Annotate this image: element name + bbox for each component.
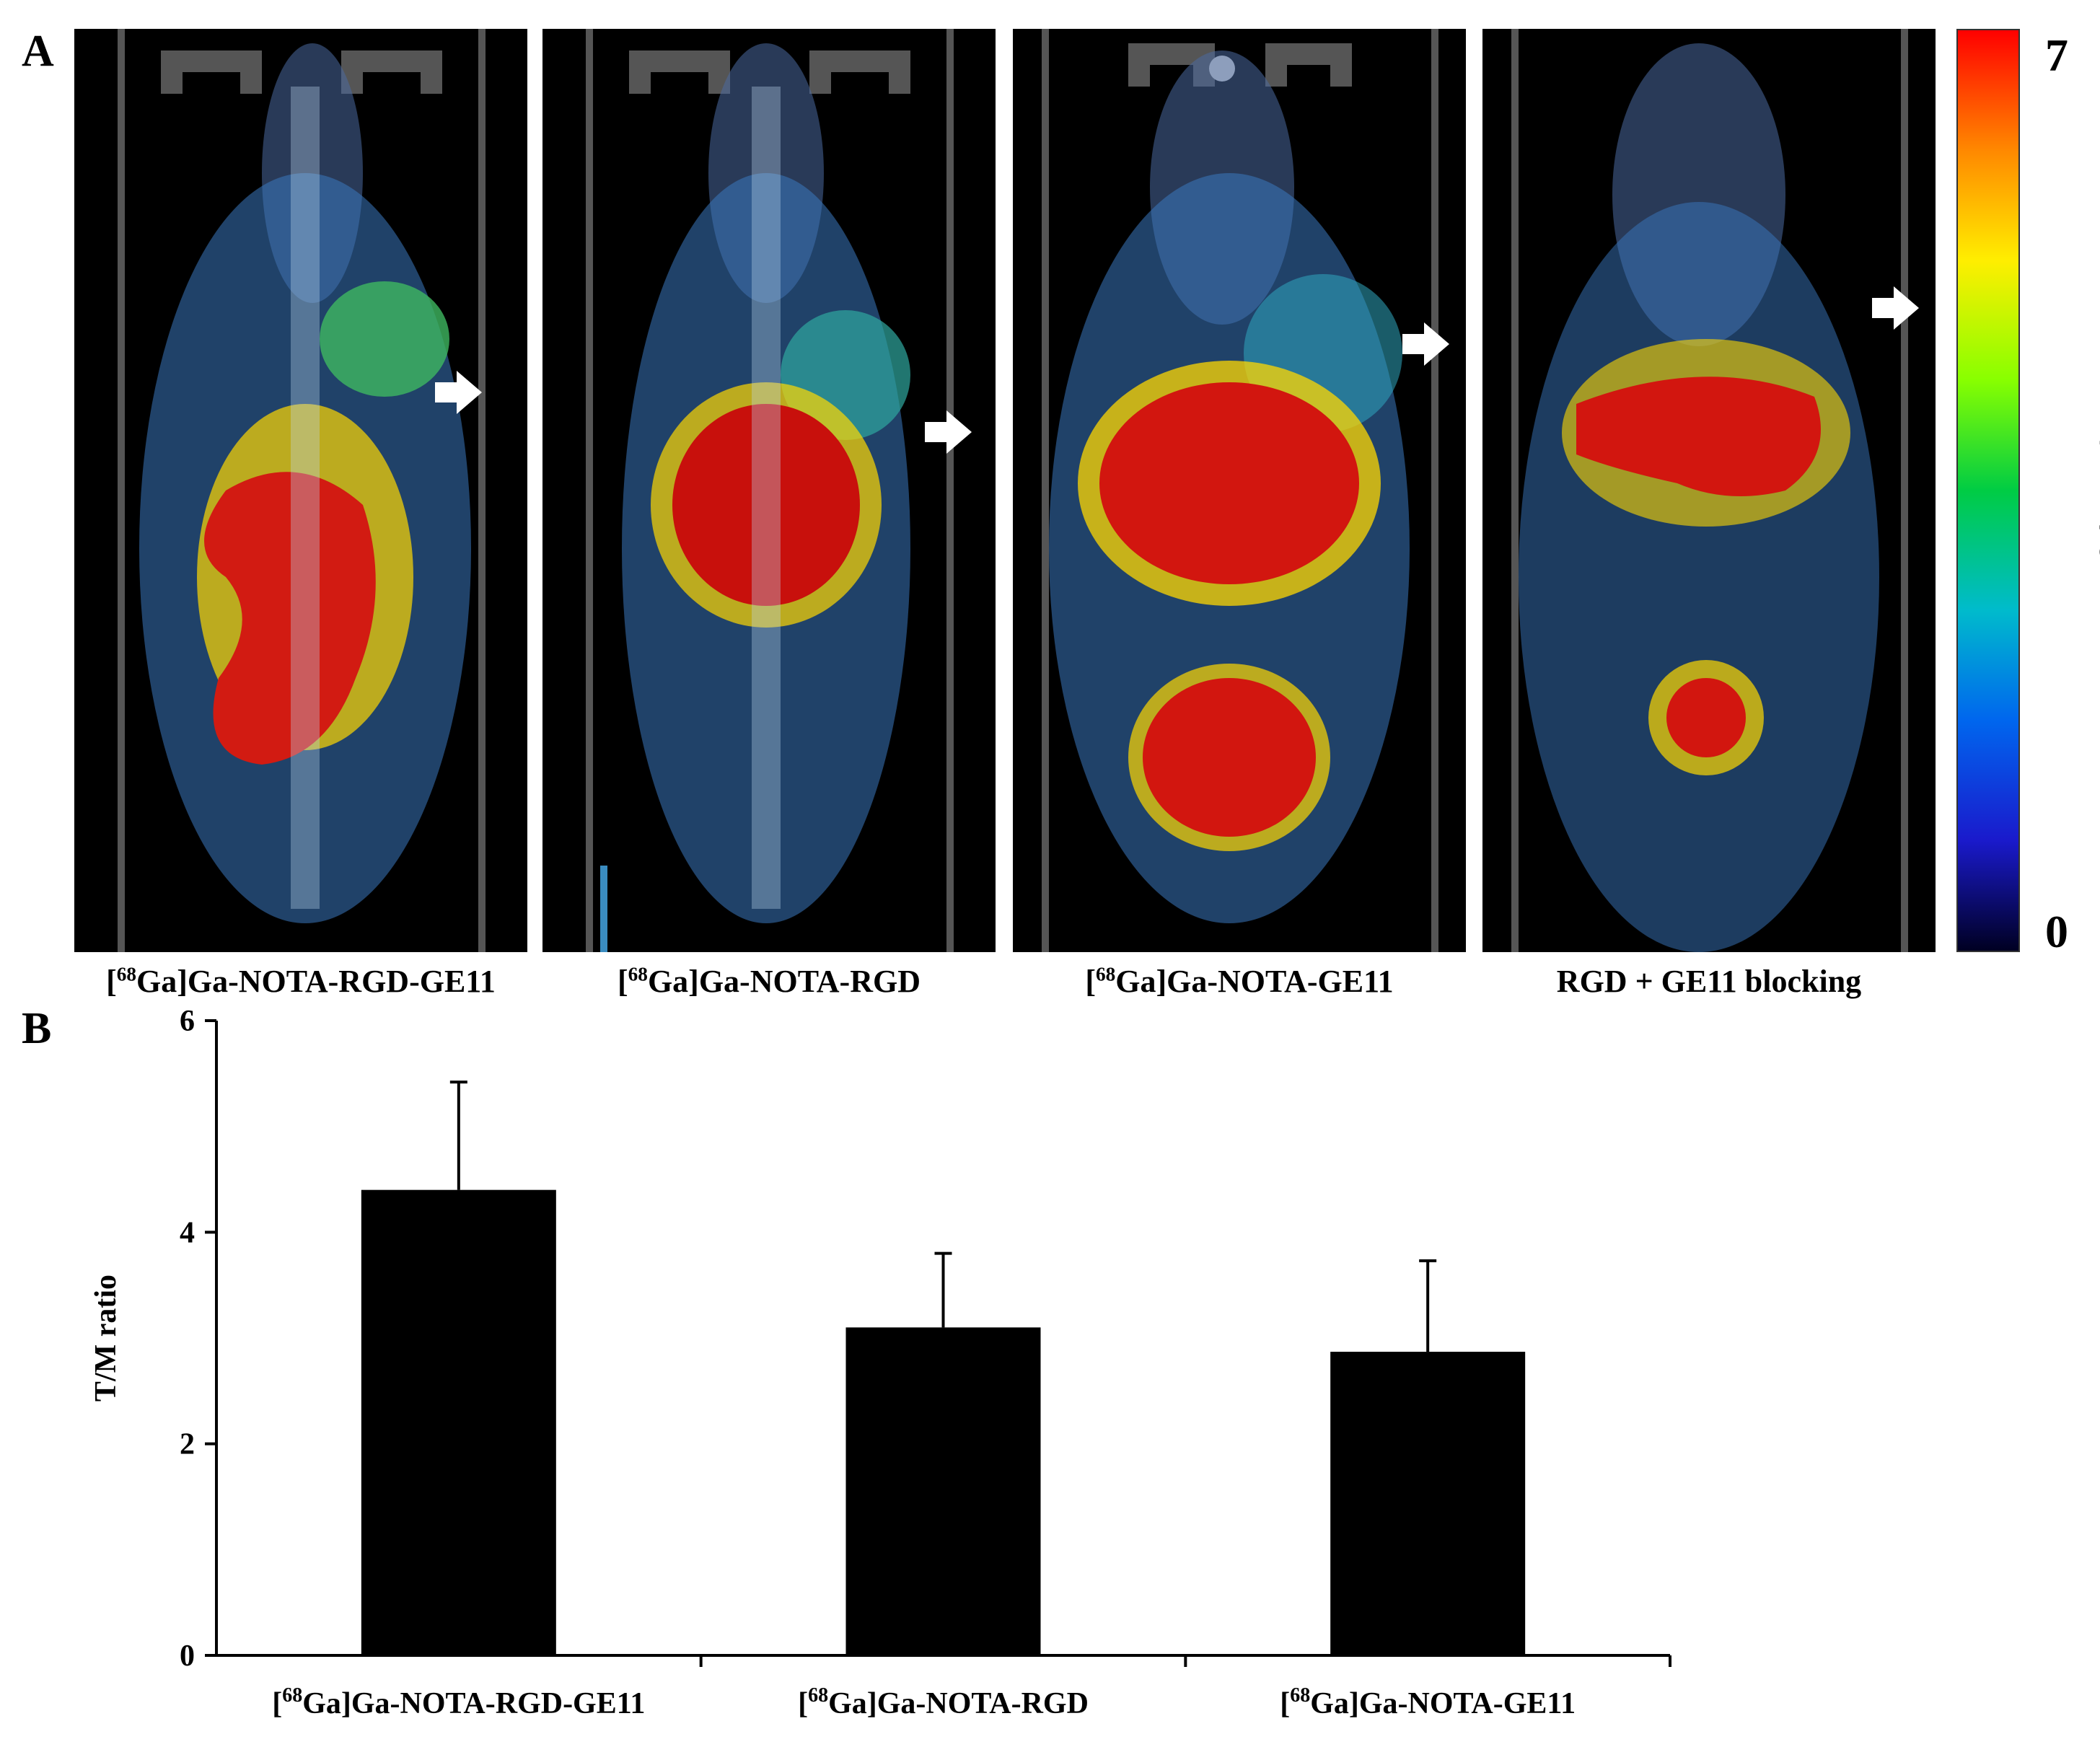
scan-label-2: [68Ga]Ga-NOTA-RGD [618, 963, 921, 999]
scan-label-1: [68Ga]Ga-NOTA-RGD-GE11 [106, 963, 496, 999]
pet-ct-scan-blocking [1482, 29, 1936, 952]
pet-ct-scan-rgd-ge11 [74, 29, 527, 952]
y-tick-label: 0 [180, 1640, 195, 1673]
pet-ct-scan-rgd [542, 29, 996, 952]
colorbar-min-label: 0 [2045, 906, 2068, 957]
pet-ct-scan-ge11 [1013, 29, 1466, 952]
bar [845, 1327, 1041, 1655]
x-tick-label: [68Ga]Ga-NOTA-RGD-GE11 [272, 1684, 645, 1720]
colorbar [1956, 29, 2020, 952]
x-tick-label: [68Ga]Ga-NOTA-RGD [798, 1684, 1089, 1720]
y-tick-label: 6 [180, 1005, 195, 1038]
bar [361, 1189, 556, 1655]
colorbar-max-label: 7 [2045, 30, 2068, 81]
scan-label-4: RGD + GE11 blocking [1556, 964, 1862, 999]
y-tick-label: 4 [180, 1216, 195, 1249]
y-tick-label: 2 [180, 1428, 195, 1461]
scan-label-3: [68Ga]Ga-NOTA-GE11 [1085, 963, 1394, 999]
y-axis-title: T/M ratio [89, 1275, 123, 1401]
bar-chart: 0 2 4 6 T/M ratio [68Ga]Ga-NOTA-RGD-GE11 [68Ga… [89, 1005, 1671, 1720]
x-tick-label: [68Ga]Ga-NOTA-GE11 [1280, 1684, 1576, 1720]
panel-a-letter: A [22, 27, 54, 76]
bar [1330, 1352, 1526, 1655]
panel-b-letter: B [22, 1004, 52, 1053]
colorbar-title: %ID/g [2088, 415, 2100, 566]
